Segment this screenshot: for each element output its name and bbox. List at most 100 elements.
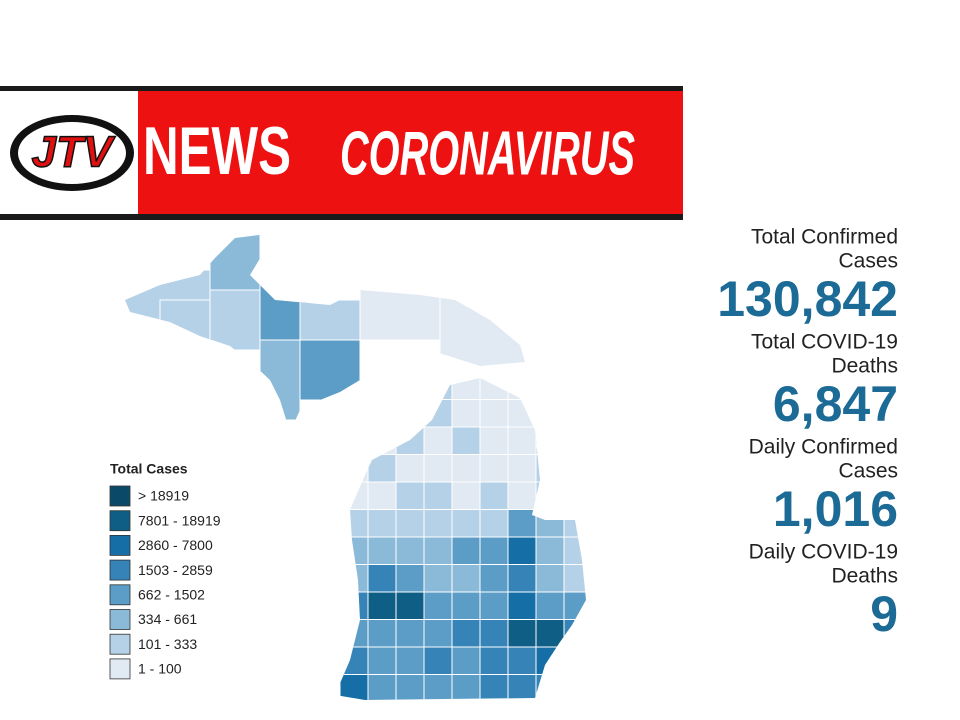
county	[535, 646, 565, 675]
county	[439, 279, 525, 371]
county	[507, 399, 537, 428]
county	[423, 564, 453, 593]
county	[423, 646, 453, 675]
county	[339, 509, 369, 538]
legend-label: 662 - 1502	[138, 587, 205, 603]
legend-label: 1 - 100	[138, 661, 182, 677]
county	[535, 619, 565, 648]
county	[479, 646, 509, 675]
county	[563, 646, 586, 675]
county	[563, 509, 586, 538]
stat-label: Deaths	[831, 565, 898, 588]
county	[367, 591, 397, 620]
stat-value: 1,016	[773, 481, 898, 537]
county	[423, 378, 453, 400]
county	[395, 454, 425, 483]
legend-swatch	[109, 609, 131, 630]
county	[507, 646, 537, 675]
legend-label: 334 - 661	[138, 611, 197, 627]
county	[451, 378, 481, 400]
county	[395, 674, 425, 700]
county	[479, 619, 509, 648]
county	[563, 564, 586, 593]
legend-label: > 18919	[138, 488, 189, 504]
county	[563, 399, 586, 428]
county	[259, 339, 301, 421]
county	[479, 454, 509, 483]
county	[367, 619, 397, 648]
county	[479, 426, 509, 455]
banner-news: NEWS	[143, 113, 291, 189]
county	[395, 426, 425, 455]
legend-label: 101 - 333	[138, 636, 197, 652]
county	[535, 591, 565, 620]
stat-value: 6,847	[773, 376, 898, 432]
county	[209, 289, 261, 351]
county	[507, 536, 537, 565]
county	[423, 619, 453, 648]
county	[535, 426, 565, 455]
county	[339, 454, 369, 483]
county	[451, 591, 481, 620]
county	[367, 646, 397, 675]
county	[507, 674, 537, 700]
county	[451, 619, 481, 648]
stat-label: Cases	[838, 250, 898, 273]
lower-peninsula	[339, 378, 586, 700]
banner-red	[138, 90, 683, 214]
county	[339, 426, 369, 455]
stat-label: Cases	[838, 460, 898, 483]
county	[507, 454, 537, 483]
county	[451, 646, 481, 675]
logo-text: JTV	[32, 128, 116, 177]
county	[535, 674, 565, 700]
legend: Total Cases > 18919 7801 - 18919 2860 - 780…	[109, 461, 221, 680]
county	[507, 378, 537, 400]
county	[339, 619, 369, 648]
county	[563, 591, 586, 620]
county	[507, 481, 537, 510]
county	[479, 509, 509, 538]
county	[451, 399, 481, 428]
county	[367, 509, 397, 538]
county	[339, 399, 369, 428]
county	[367, 674, 397, 700]
county	[395, 378, 425, 400]
county	[423, 454, 453, 483]
county	[395, 591, 425, 620]
banner-border	[0, 86, 683, 91]
county	[535, 481, 565, 510]
county	[395, 399, 425, 428]
county	[367, 399, 397, 428]
county	[423, 481, 453, 510]
county	[367, 454, 397, 483]
legend-swatch	[109, 633, 131, 655]
banner-border	[0, 214, 683, 220]
county	[479, 591, 509, 620]
stat-label: Total Confirmed	[751, 226, 898, 249]
county	[563, 481, 586, 510]
county	[479, 564, 509, 593]
logo-inner	[18, 122, 126, 184]
county	[423, 674, 453, 700]
legend-swatch	[109, 658, 131, 680]
legend-label: 2860 - 7800	[138, 537, 213, 553]
stat-value: 130,842	[717, 271, 898, 327]
legend-swatch	[109, 510, 131, 532]
county	[479, 674, 509, 700]
county	[451, 536, 481, 565]
county	[451, 564, 481, 593]
county	[359, 279, 441, 341]
county	[507, 591, 537, 620]
county	[563, 426, 586, 455]
county	[209, 232, 261, 291]
county	[479, 481, 509, 510]
legend-label: 7801 - 18919	[138, 512, 221, 528]
county	[395, 564, 425, 593]
county	[367, 536, 397, 565]
legend-swatch	[109, 584, 131, 606]
county	[367, 378, 397, 400]
county	[451, 481, 481, 510]
